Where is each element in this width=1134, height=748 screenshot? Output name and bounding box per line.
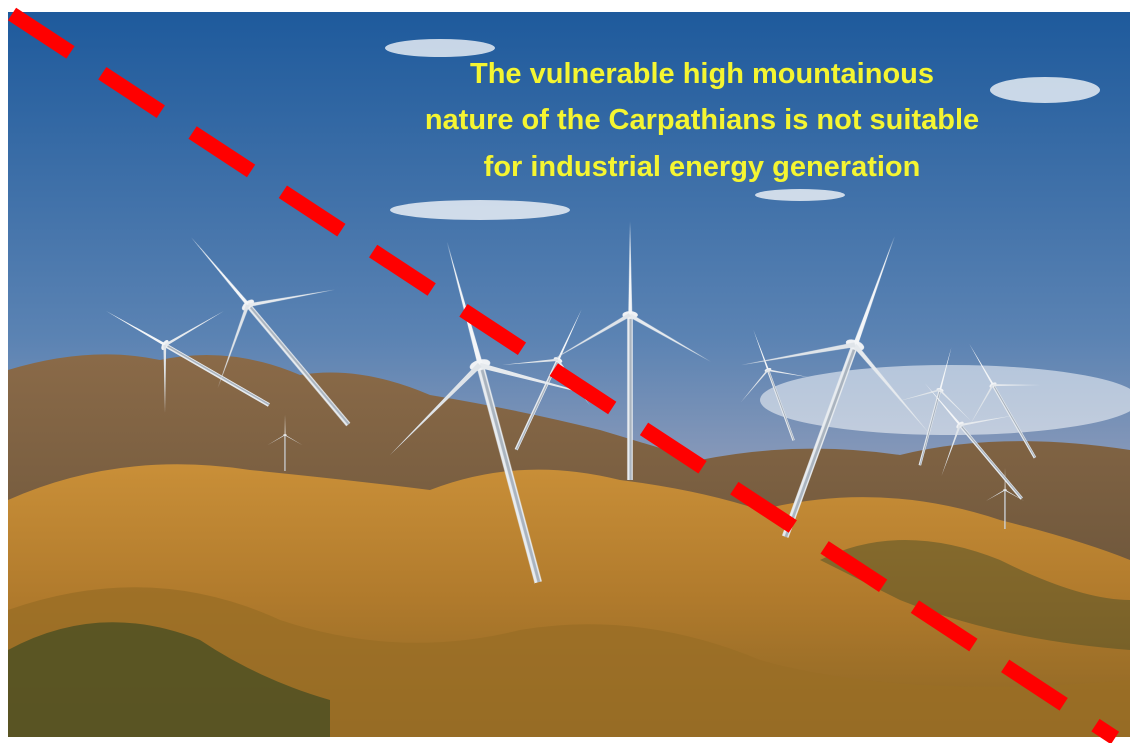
caption: The vulnerable high mountainous nature o… [425, 58, 979, 183]
caption-line: for industrial energy generation [484, 151, 921, 183]
caption-line: The vulnerable high mountainous [470, 58, 934, 90]
photo: The vulnerable high mountainous nature o… [0, 0, 1134, 743]
caption-line: nature of the Carpathians is not suitabl… [425, 104, 979, 136]
